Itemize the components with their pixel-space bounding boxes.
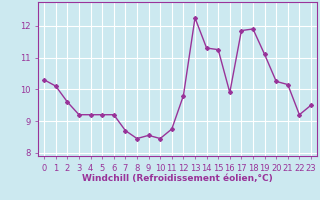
X-axis label: Windchill (Refroidissement éolien,°C): Windchill (Refroidissement éolien,°C) <box>82 174 273 183</box>
